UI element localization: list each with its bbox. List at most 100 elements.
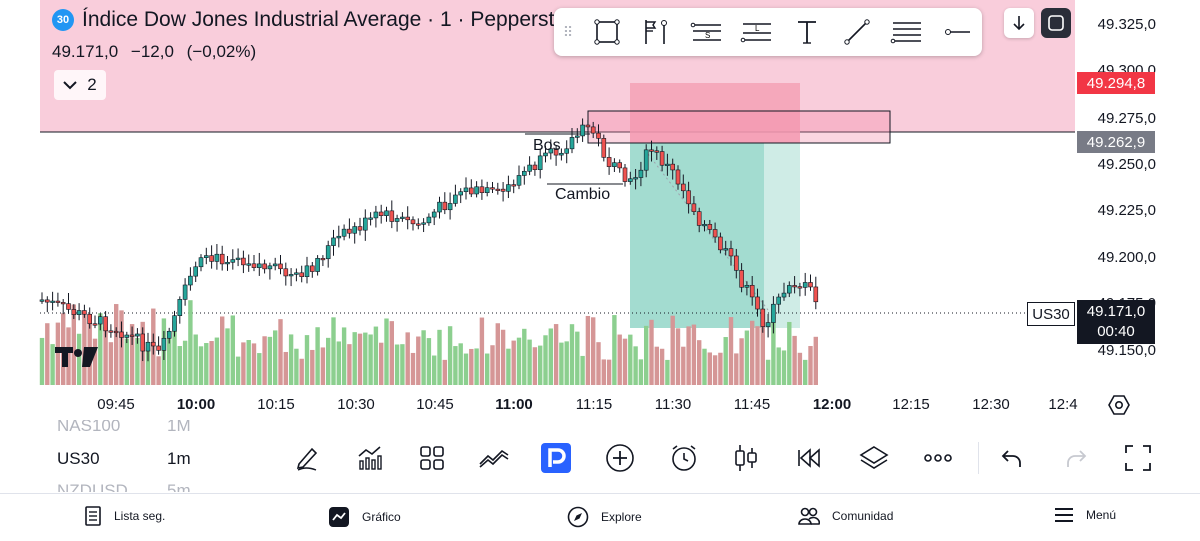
bos-label[interactable]: Bos	[533, 137, 561, 154]
volume-bar	[220, 316, 225, 385]
volume-bar	[119, 310, 124, 385]
volume-bar	[628, 334, 633, 385]
fib-icon[interactable]	[882, 12, 932, 52]
candle-body	[659, 151, 665, 166]
volume-bar	[225, 328, 230, 385]
price-chart[interactable]	[0, 0, 1200, 420]
cambio-label[interactable]: Cambio	[555, 186, 611, 203]
volume-bar	[755, 326, 760, 385]
candle-body	[511, 184, 517, 187]
pepperstone-icon[interactable]	[538, 440, 574, 476]
symbol-title[interactable]: Índice Dow Jones Industrial Average · 1 …	[82, 8, 590, 31]
time-axis-label: 12:00	[812, 396, 852, 413]
scroll-to-latest-button[interactable]	[1004, 8, 1034, 38]
candle-body	[188, 275, 193, 286]
undo-icon[interactable]	[994, 440, 1030, 476]
menu-icon	[1055, 508, 1073, 522]
replay-icon[interactable]	[792, 440, 828, 476]
candle-body	[442, 201, 448, 211]
volume-bar	[527, 339, 532, 385]
drag-handle-icon[interactable]: ⠿	[562, 23, 574, 40]
pencil-icon[interactable]	[290, 440, 326, 476]
candle-body	[262, 263, 267, 270]
redo-icon[interactable]	[1058, 440, 1094, 476]
candle-body	[55, 300, 61, 303]
nav-watchlist[interactable]: Lista seg.	[84, 506, 165, 526]
symbol-row[interactable]: US30 1m	[57, 449, 237, 469]
candle-body	[760, 308, 766, 327]
symbol-name: NZDUSD	[57, 481, 128, 492]
volume-bar	[543, 335, 548, 385]
volume-bar	[516, 337, 522, 385]
candle-body	[400, 216, 405, 219]
volume-bar	[257, 353, 262, 385]
price-axis-label: 49.150,0	[1097, 342, 1156, 359]
symbol-row[interactable]: NAS100 1M	[57, 420, 237, 436]
volume-bar	[124, 338, 129, 385]
tradingview-logo	[55, 347, 98, 367]
volume-bar	[198, 346, 204, 385]
sync-button[interactable]	[1041, 8, 1071, 38]
candle-body	[691, 203, 697, 212]
time-axis-label: 12:30	[972, 396, 1010, 413]
chart-settings-icon[interactable]	[1107, 393, 1131, 417]
volume-bar	[675, 328, 681, 385]
volume-bar	[320, 347, 326, 385]
short-position-icon[interactable]: S	[682, 12, 732, 52]
symbol-row[interactable]: NZDUSD 5m	[57, 481, 237, 492]
volume-bar	[294, 348, 299, 385]
nav-label: Menú	[1086, 508, 1117, 522]
flag-pole-icon[interactable]	[632, 12, 682, 52]
symbol-switcher[interactable]: NAS100 1M US30 1m NZDUSD 5m	[40, 420, 240, 492]
layouts-icon[interactable]	[414, 440, 450, 476]
nav-explore[interactable]: Explore	[567, 506, 642, 528]
volume-bar	[553, 324, 559, 385]
volume-bar	[66, 327, 71, 385]
line-price-badge: 49.262,9	[1077, 131, 1155, 153]
volume-bar	[803, 359, 808, 385]
compare-icon[interactable]	[476, 440, 512, 476]
candle-body	[813, 286, 819, 303]
nav-community[interactable]: Comunidad	[798, 506, 893, 526]
fullscreen-icon[interactable]	[1120, 440, 1156, 476]
layers-icon[interactable]	[856, 440, 892, 476]
candle-body	[654, 150, 660, 153]
alert-icon[interactable]	[666, 440, 702, 476]
volume-bar	[394, 344, 400, 385]
chart-type-icon[interactable]	[728, 440, 764, 476]
volume-bar	[617, 334, 622, 385]
rectangle-icon[interactable]	[582, 12, 632, 52]
trend-line-icon[interactable]	[832, 12, 882, 52]
chart-area[interactable]: 30 Índice Dow Jones Industrial Average ·…	[0, 0, 1200, 420]
volume-bar	[538, 345, 543, 385]
candle-body	[606, 157, 612, 167]
volume-bar	[580, 355, 585, 385]
volume-bar	[787, 321, 792, 385]
volume-bar	[45, 323, 50, 385]
candle-body	[797, 286, 803, 289]
volume-bar	[55, 322, 61, 385]
horizontal-ray-icon[interactable]	[932, 12, 982, 52]
candle-body	[320, 258, 326, 261]
more-icon[interactable]	[920, 440, 956, 476]
volume-bar	[649, 319, 654, 385]
symbol-header: 30 Índice Dow Jones Industrial Average ·…	[52, 8, 589, 32]
indicators-collapse-button[interactable]: 2	[54, 70, 106, 100]
text-icon[interactable]	[782, 12, 832, 52]
candle-body	[283, 268, 289, 277]
volume-bar	[416, 336, 421, 385]
nav-chart[interactable]: Gráfico	[328, 506, 401, 528]
time-axis-label: 11:00	[495, 396, 533, 413]
volume-bar	[235, 356, 241, 385]
nav-menu[interactable]: Menú	[1054, 506, 1116, 524]
candle-body	[193, 266, 198, 277]
candle-body	[166, 330, 172, 339]
candle-body	[177, 299, 183, 316]
indicators-icon[interactable]	[352, 440, 388, 476]
volume-bar	[336, 341, 341, 385]
volume-bar	[108, 342, 114, 385]
volume-bar	[569, 324, 575, 385]
long-position-icon[interactable]: L	[732, 12, 782, 52]
volume-bar	[723, 337, 728, 385]
add-icon[interactable]	[602, 440, 638, 476]
